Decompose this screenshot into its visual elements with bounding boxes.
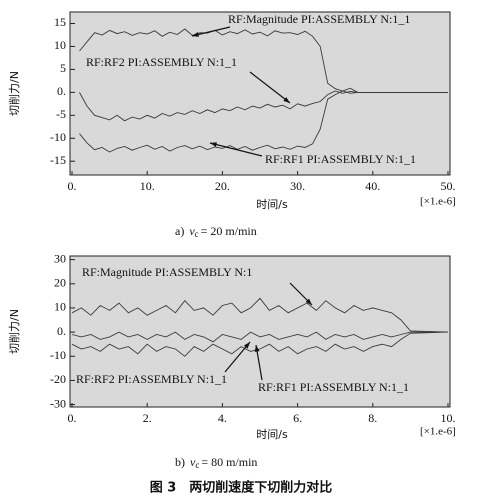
caption-part: a) <box>175 224 184 238</box>
arrow-head <box>254 345 260 352</box>
y-tick-label: -10 <box>50 348 66 362</box>
y-tick-label: -15 <box>50 153 66 167</box>
y-tick-label: 0. <box>57 324 66 338</box>
x-axis-label: 时间/s <box>256 198 288 211</box>
caption: a) vc = 20 m/min <box>175 224 257 239</box>
y-tick-label: 10 <box>54 300 66 314</box>
arrow-head <box>305 298 312 305</box>
annotation-arrow <box>249 71 291 104</box>
series-line <box>79 90 448 122</box>
caption-part: b) <box>175 455 185 469</box>
x-multiplier: [×1.e-6] <box>420 196 456 208</box>
series-line <box>71 297 449 333</box>
arrow-head <box>243 342 250 349</box>
x-tick-label: 20. <box>215 179 230 193</box>
series-line <box>71 331 448 343</box>
y-tick-label: -10 <box>50 130 66 144</box>
x-tick-label: 40. <box>365 179 380 193</box>
annotation-arrow <box>209 142 263 157</box>
annotation: RF:RF1 PI:ASSEMBLY N:1_1 <box>265 152 416 166</box>
plot-area <box>69 11 451 176</box>
arrow-head <box>210 142 217 147</box>
caption-part: c <box>195 460 199 470</box>
y-tick-label: 10 <box>54 38 66 52</box>
y-tick-label: -30 <box>50 396 66 410</box>
x-tick-label: 10. <box>441 411 456 425</box>
x-multiplier: [×1.e-6] <box>420 426 456 438</box>
x-tick-label: 30. <box>290 179 305 193</box>
x-tick-label: 6. <box>293 411 302 425</box>
series-line <box>79 28 448 93</box>
figure-caption: 图 3 两切削速度下切削力对比 <box>150 480 333 496</box>
y-tick-label: 30 <box>54 251 66 265</box>
annotation: RF:RF2 PI:ASSEMBLY N:1_1 <box>76 372 227 386</box>
annotation: RF:RF2 PI:ASSEMBLY N:1_1 <box>86 55 237 69</box>
y-tick-label: -20 <box>50 372 66 386</box>
caption-part: v <box>189 224 195 238</box>
x-tick-label: 8. <box>368 411 377 425</box>
caption-part: c <box>195 229 199 239</box>
annotation: RF:Magnitude PI:ASSEMBLY N:1 <box>82 265 252 279</box>
caption-part: = 20 m/min <box>201 224 257 238</box>
y-axis-label: 切削力/N <box>7 309 21 354</box>
annotation: RF:RF1 PI:ASSEMBLY N:1_1 <box>258 380 409 394</box>
series-line <box>71 331 449 357</box>
y-tick-label: 15 <box>54 15 66 29</box>
x-tick-label: 0. <box>68 179 77 193</box>
x-tick-label: 10. <box>140 179 155 193</box>
arrow-head <box>283 97 290 103</box>
y-tick-label: 20 <box>54 276 66 290</box>
y-tick-label: -5 <box>56 107 66 121</box>
x-tick-label: 50. <box>441 179 456 193</box>
y-tick-label: 5 <box>60 61 66 75</box>
plot-area <box>69 255 451 408</box>
series-line <box>79 90 448 153</box>
x-tick-label: 4. <box>218 411 227 425</box>
y-tick-label: 0. <box>57 84 66 98</box>
annotation: RF:Magnitude PI:ASSEMBLY N:1_1 <box>228 12 410 26</box>
caption-part: v <box>190 455 196 469</box>
caption: b) vc = 80 m/min <box>175 455 257 470</box>
y-axis-label: 切削力/N <box>7 71 21 116</box>
x-tick-label: 2. <box>143 411 152 425</box>
arrow-head <box>192 32 199 37</box>
caption-part: = 80 m/min <box>201 455 257 469</box>
x-tick-label: 0. <box>68 411 77 425</box>
x-axis-label: 时间/s <box>256 428 288 441</box>
